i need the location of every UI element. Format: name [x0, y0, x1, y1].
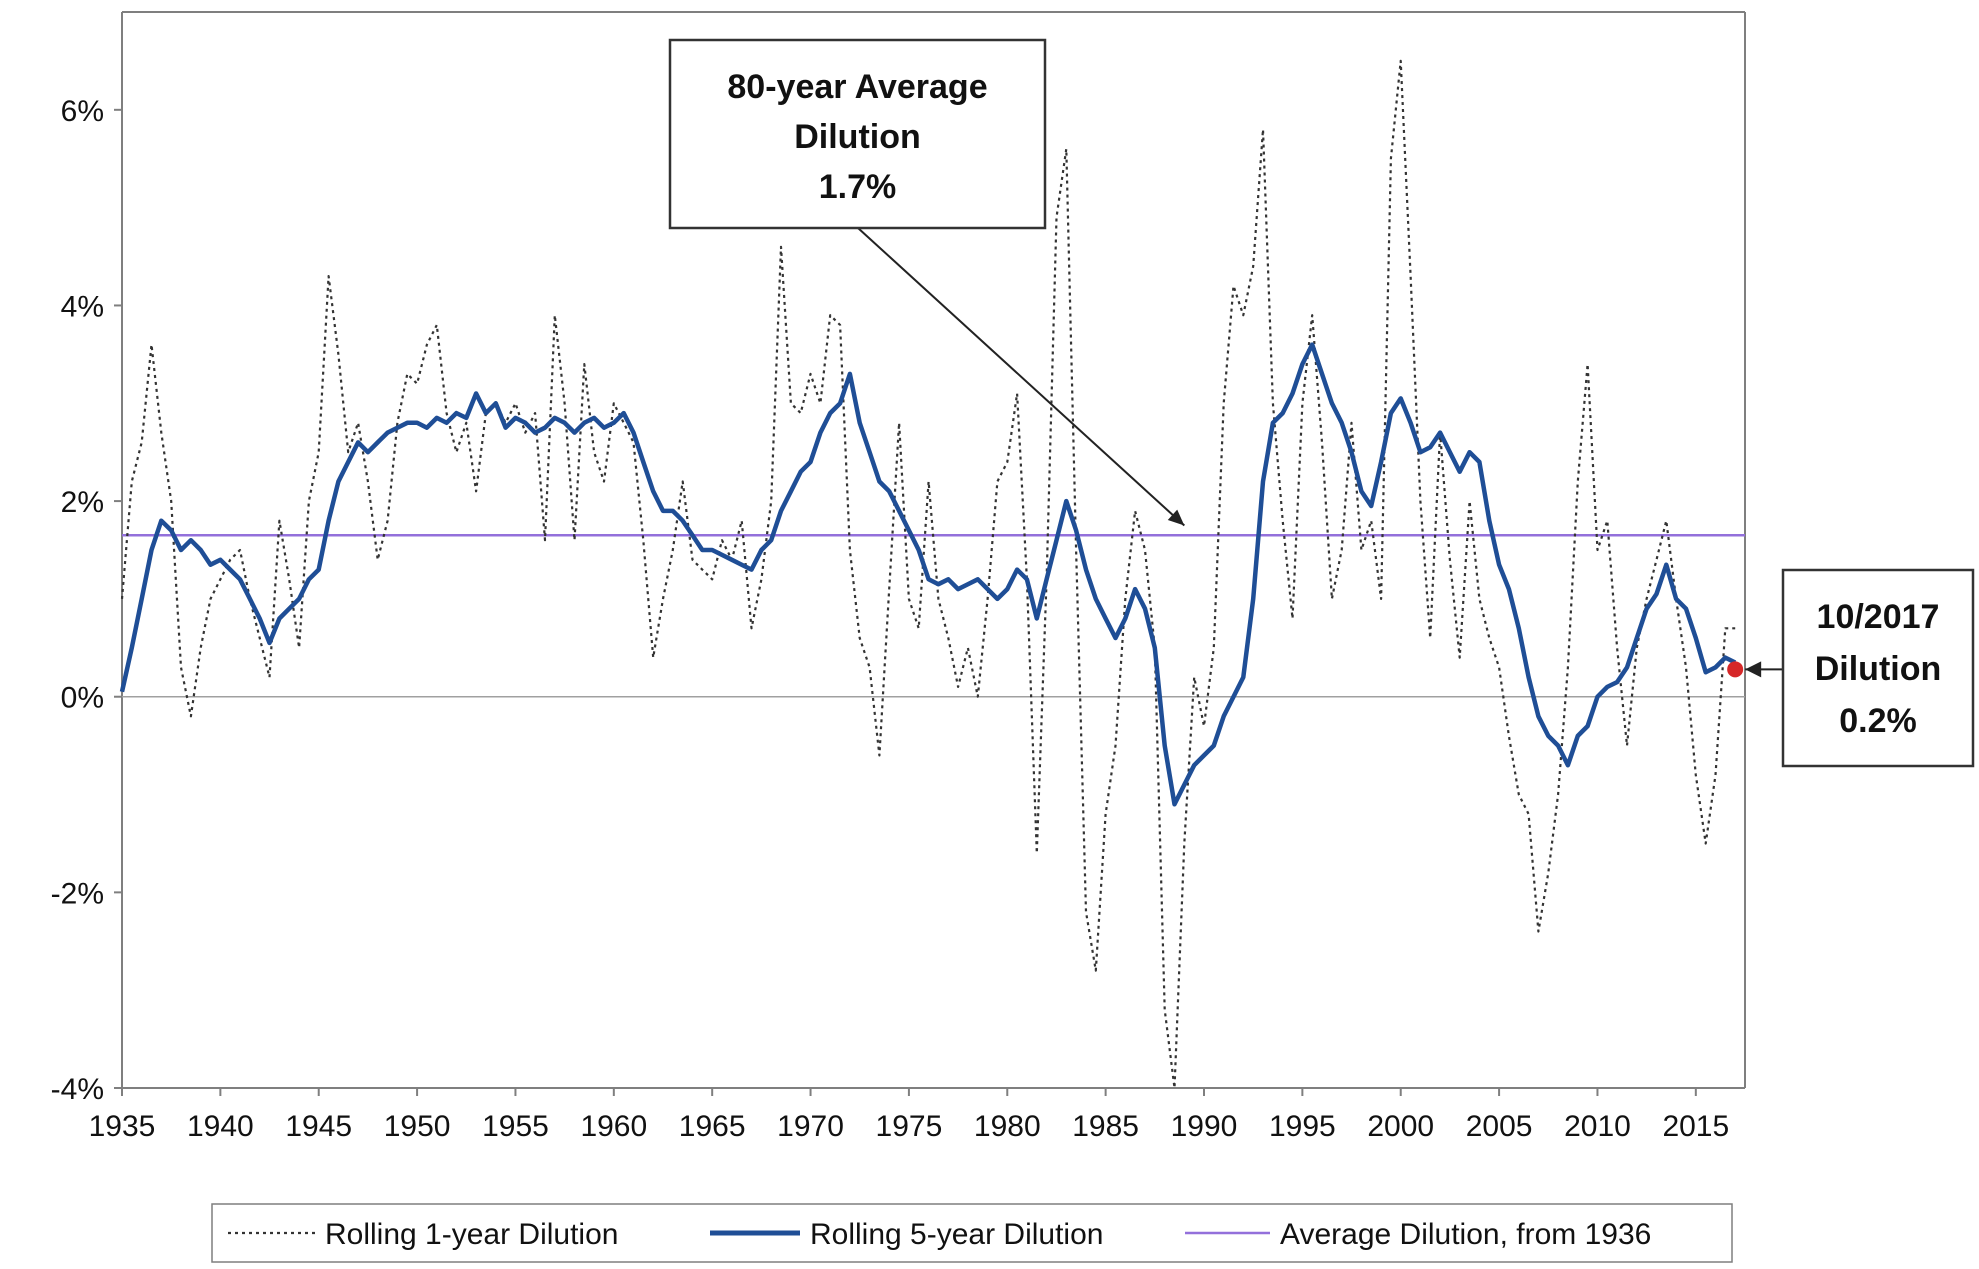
- y-tick-label-2: 0%: [61, 682, 104, 715]
- x-tick-label-5: 1960: [580, 1110, 647, 1143]
- x-tick-label-11: 1990: [1171, 1110, 1238, 1143]
- legend-box: [211, 1203, 1733, 1263]
- legend-label-1yr: Rolling 1-year Dilution: [325, 1218, 618, 1251]
- x-tick-label-0: 1935: [89, 1110, 156, 1143]
- series-layer: [119, 59, 1745, 1090]
- legend-label-average: Average Dilution, from 1936: [1280, 1218, 1651, 1251]
- x-tick-label-6: 1965: [679, 1110, 746, 1143]
- current-callout-box: [1781, 568, 1975, 768]
- x-tick-label-15: 2010: [1564, 1110, 1631, 1143]
- current-callout-line-1: 10/2017: [1817, 598, 1940, 636]
- x-tick-label-12: 1995: [1269, 1110, 1336, 1143]
- avg-callout-line-3: 1.7%: [819, 168, 897, 206]
- x-tick-label-4: 1955: [482, 1110, 549, 1143]
- y-tick-label-0: -4%: [51, 1073, 104, 1106]
- x-tick-label-2: 1945: [285, 1110, 352, 1143]
- current-callout-arrowhead: [1745, 661, 1762, 678]
- x-tick-label-14: 2005: [1466, 1110, 1533, 1143]
- avg-callout-box: [668, 38, 1047, 230]
- annotations-layer: 80-year Average Dilution 1.7% 10/2017 Di…: [668, 38, 1975, 768]
- avg-callout-arrowhead: [1167, 509, 1185, 526]
- x-tick-label-7: 1970: [777, 1110, 844, 1143]
- legend: Rolling 1-year Dilution Rolling 5-year D…: [211, 1203, 1733, 1263]
- x-tick-label-9: 1980: [974, 1110, 1041, 1143]
- legend-label-5yr: Rolling 5-year Dilution: [810, 1218, 1103, 1251]
- x-tick-label-8: 1975: [876, 1110, 943, 1143]
- x-tick-label-10: 1985: [1072, 1110, 1139, 1143]
- series-rolling-5yr-line: [119, 342, 1737, 807]
- x-axis-ticks: 1935 1940 1945 1950 1955 1960 1965 1970 1975 1980…: [89, 1088, 1729, 1143]
- x-tick-label-3: 1950: [384, 1110, 451, 1143]
- y-tick-label-1: -2%: [51, 877, 104, 910]
- y-axis-ticks: -4% -2% 0% 2% 4% 6%: [51, 95, 122, 1106]
- current-value-marker: [1727, 661, 1744, 678]
- y-tick-label-4: 4%: [61, 290, 104, 323]
- plot-area: [121, 11, 1746, 1089]
- x-tick-label-1: 1940: [187, 1110, 254, 1143]
- series-rolling-1yr-line: [120, 59, 1736, 1090]
- current-callout-line-2: Dilution: [1815, 650, 1942, 688]
- current-callout-line-3: 0.2%: [1839, 702, 1917, 740]
- avg-callout-arrow: [857, 227, 1186, 527]
- avg-callout-line-2: Dilution: [794, 118, 921, 156]
- x-tick-label-13: 2000: [1367, 1110, 1434, 1143]
- avg-callout-line-1: 80-year Average: [727, 68, 987, 106]
- x-tick-label-16: 2015: [1662, 1110, 1729, 1143]
- y-tick-label-5: 6%: [61, 95, 104, 128]
- y-tick-label-3: 2%: [61, 486, 104, 519]
